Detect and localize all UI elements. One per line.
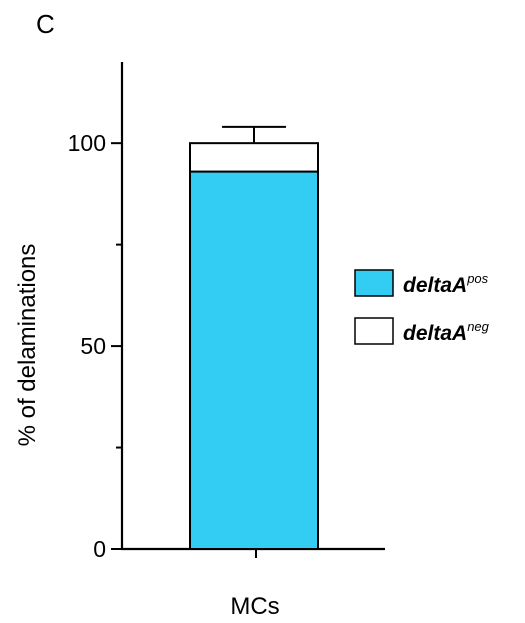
legend-label-pos: deltaApos	[403, 271, 489, 297]
plot-area: 0 50 100 MCs	[68, 62, 385, 620]
y-axis-label: % of delaminations	[14, 244, 41, 447]
bar-segment-pos	[189, 170, 319, 550]
legend-swatch-neg	[354, 317, 394, 345]
y-tick-label: 0	[93, 536, 106, 562]
legend: deltaApos deltaAneg	[354, 269, 490, 345]
bar-segment-neg	[189, 142, 319, 173]
legend-superscript: neg	[467, 319, 489, 334]
legend-superscript: pos	[466, 271, 488, 286]
y-tick-label: 100	[68, 130, 106, 156]
legend-label-neg: deltaAneg	[403, 319, 490, 345]
x-category-label: MCs	[230, 593, 279, 620]
panel-label: C	[36, 9, 55, 39]
legend-swatch-pos	[354, 269, 394, 297]
y-tick-label: 50	[80, 333, 106, 359]
